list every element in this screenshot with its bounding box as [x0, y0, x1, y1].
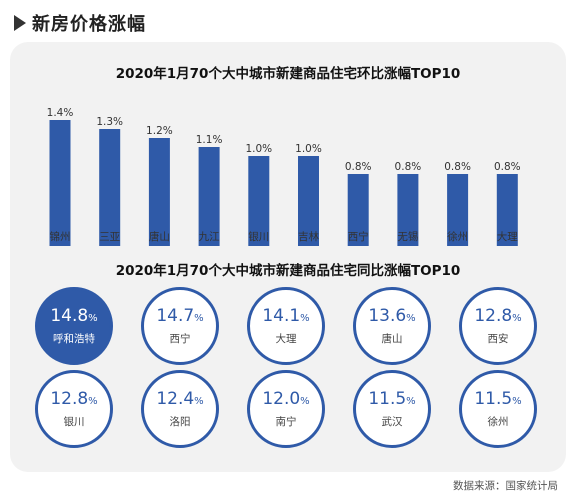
percent-unit: %: [512, 313, 522, 324]
growth-value: 14.7%: [156, 306, 204, 326]
growth-value: 11.5%: [474, 389, 522, 409]
bar-银川: [248, 156, 270, 246]
growth-circle: 14.7% 西宁: [141, 287, 219, 365]
growth-circle: 12.8% 西安: [459, 287, 537, 365]
city-label: 唐山: [381, 333, 403, 345]
bar-三亚: [99, 129, 121, 246]
growth-circle: 13.6% 唐山: [353, 287, 431, 365]
bar-value-label: 0.8%: [444, 161, 471, 173]
percent-unit: %: [194, 313, 204, 324]
bar-chart: 1.4% 锦州 1.3% 三亚 1.2% 唐山 1.1% 九江 1.0% 银川 1.0% 吉林 0.8%…: [47, 107, 521, 246]
city-label: 银川: [63, 416, 85, 428]
bar-value-label: 1.2%: [146, 125, 173, 137]
bar-唐山: [148, 138, 170, 246]
growth-circle: 14.1% 大理: [247, 287, 325, 365]
bar-吉林: [298, 156, 319, 246]
city-label: 徐州: [487, 416, 509, 428]
bar-category-label: 西宁: [348, 230, 369, 243]
percent-unit: %: [406, 396, 416, 407]
bar-九江: [198, 147, 220, 246]
bar-value-label: 1.0%: [295, 143, 322, 155]
percent-unit: %: [406, 313, 416, 324]
bar-category-label: 吉林: [298, 230, 319, 243]
bar-category-label: 九江: [199, 231, 220, 243]
percent-unit: %: [512, 396, 522, 407]
growth-value: 14.8%: [50, 306, 98, 326]
growth-value: 13.6%: [368, 306, 416, 326]
bar-category-label: 锦州: [50, 230, 71, 243]
circle-chart-title: 2020年1月70个大中城市新建商品住宅同比涨幅TOP10: [115, 263, 461, 279]
growth-circle: 11.5% 徐州: [459, 370, 537, 448]
city-label: 洛阳: [169, 416, 191, 428]
bar-无锡: [397, 174, 419, 246]
city-label: 大理: [275, 333, 297, 345]
chart-panel: 2020年1月70个大中城市新建商品住宅环比涨幅TOP10 1.4% 锦州 1.3%…: [10, 42, 566, 472]
bar-value-label: 1.4%: [47, 107, 74, 119]
growth-value: 12.8%: [50, 389, 98, 409]
growth-value: 14.1%: [262, 306, 310, 326]
city-label: 南宁: [275, 416, 297, 428]
city-label: 武汉: [381, 416, 403, 428]
data-source: 数据来源：国家统计局: [453, 480, 558, 492]
bar-value-label: 1.3%: [96, 116, 123, 128]
bar-value-label: 1.0%: [245, 143, 272, 155]
bar-value-label: 1.1%: [196, 134, 223, 146]
percent-unit: %: [88, 396, 98, 407]
percent-unit: %: [88, 313, 98, 324]
growth-value: 12.8%: [474, 306, 522, 326]
growth-circle: 12.0% 南宁: [247, 370, 325, 448]
percent-unit: %: [194, 396, 204, 407]
bar-category-label: 徐州: [447, 230, 468, 243]
bar-chart-title: 2020年1月70个大中城市新建商品住宅环比涨幅TOP10: [115, 66, 461, 82]
bar-category-label: 银川: [248, 230, 269, 243]
triangle-icon: [14, 15, 26, 31]
percent-unit: %: [300, 313, 310, 324]
bar-value-label: 0.8%: [494, 161, 521, 173]
bar-徐州: [447, 174, 469, 246]
city-label: 呼和浩特: [53, 333, 95, 345]
section-header: 新房价格涨幅: [14, 10, 146, 36]
growth-value: 12.4%: [156, 389, 204, 409]
growth-value: 11.5%: [368, 389, 416, 409]
percent-unit: %: [300, 396, 310, 407]
bar-category-label: 三亚: [99, 231, 120, 243]
bar-category-label: 唐山: [149, 230, 170, 243]
growth-circle: 12.4% 洛阳: [141, 370, 219, 448]
bar-value-label: 0.8%: [395, 161, 422, 173]
city-label: 西安: [487, 333, 509, 345]
city-label: 西宁: [169, 333, 191, 345]
bar-category-label: 无锡: [397, 230, 418, 243]
growth-value: 12.0%: [262, 389, 310, 409]
bar-value-label: 0.8%: [345, 161, 372, 173]
growth-circle: 14.8% 呼和浩特: [35, 287, 113, 365]
bar-category-label: 大理: [497, 230, 518, 243]
bar-锦州: [49, 120, 71, 246]
growth-circle: 12.8% 银川: [35, 370, 113, 448]
bar-大理: [496, 174, 518, 246]
growth-circle: 11.5% 武汉: [353, 370, 431, 448]
bar-西宁: [347, 174, 369, 246]
section-title: 新房价格涨幅: [32, 14, 146, 35]
